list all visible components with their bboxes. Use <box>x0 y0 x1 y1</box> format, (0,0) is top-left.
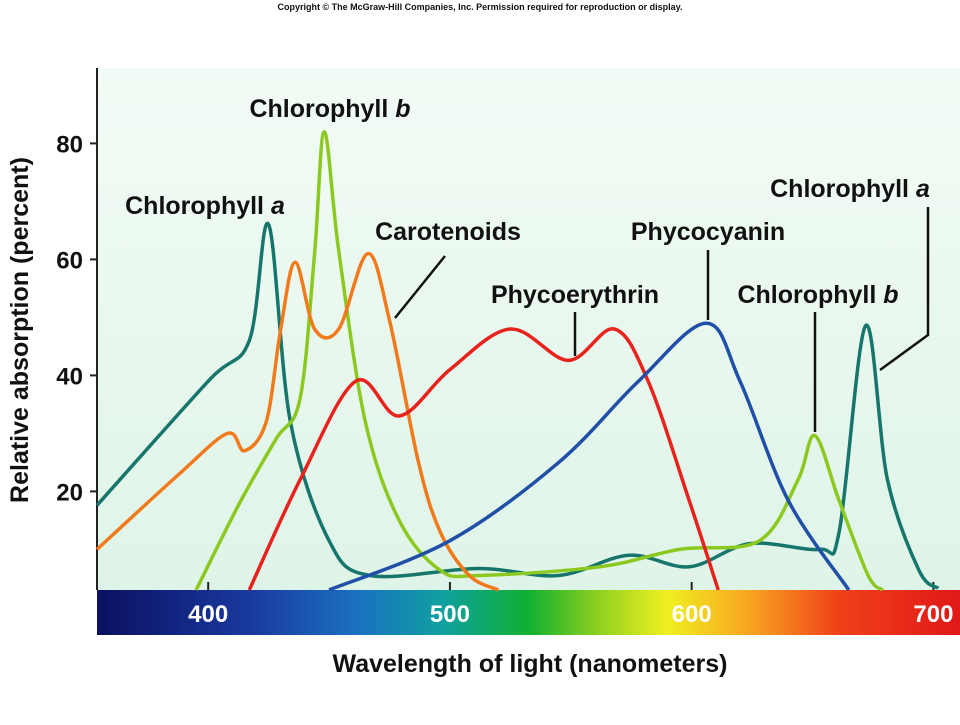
spectrum-bar <box>97 590 960 635</box>
series-label: Chlorophyll a <box>125 192 285 220</box>
x-tick-label: 500 <box>430 601 470 628</box>
x-tick-label: 600 <box>672 601 712 628</box>
copyright: Copyright © The McGraw-Hill Companies, I… <box>277 2 682 12</box>
y-tick-label: 60 <box>56 247 83 274</box>
y-tick-label: 80 <box>56 131 83 158</box>
leader-line <box>394 255 446 319</box>
y-tick-label: 40 <box>56 363 83 390</box>
line-series <box>247 327 720 591</box>
series-label: Chlorophyll a <box>770 175 930 203</box>
line-series <box>95 221 940 590</box>
x-tick-label: 400 <box>188 601 228 628</box>
series-label: Chlorophyll b <box>737 281 898 309</box>
x-tick-label: 700 <box>913 601 953 628</box>
x-axis-label: Wavelength of light (nanometers) <box>333 650 728 678</box>
plot-area <box>97 68 960 590</box>
line-series <box>95 251 500 592</box>
series-label: Chlorophyll b <box>249 95 410 123</box>
line-series <box>328 321 851 592</box>
y-axis-label: Relative absorption (percent) <box>6 157 34 503</box>
y-tick-label: 20 <box>56 479 83 506</box>
series-label: Phycoerythrin <box>491 281 659 309</box>
leader-line <box>879 207 930 372</box>
line-series <box>194 130 884 592</box>
series-label: Carotenoids <box>375 218 521 246</box>
series-label: Phycocyanin <box>631 218 785 246</box>
